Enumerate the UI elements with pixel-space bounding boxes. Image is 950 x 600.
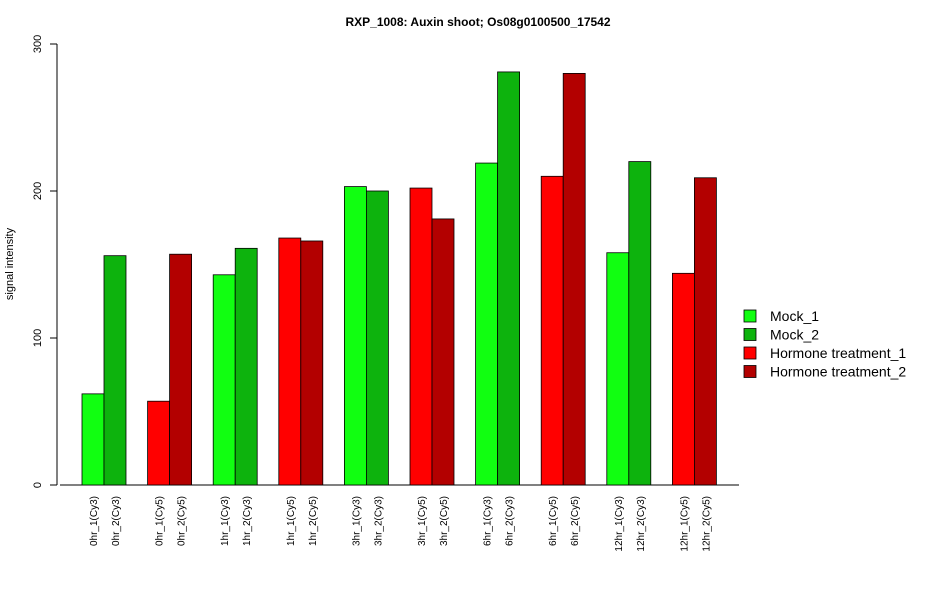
legend-label: Hormone treatment_1 bbox=[770, 345, 906, 361]
bar bbox=[672, 272, 695, 486]
x-tick-label: 3hr_1(Cy3) bbox=[351, 496, 362, 546]
bar bbox=[212, 274, 236, 486]
x-tick-label: 1hr_2(Cy3) bbox=[242, 496, 253, 546]
bar bbox=[365, 190, 389, 486]
x-tick-label: 0hr_2(Cy5) bbox=[177, 496, 188, 546]
x-tick-label: 0hr_2(Cy3) bbox=[111, 496, 122, 546]
x-tick-label: 3hr_2(Cy3) bbox=[373, 496, 384, 546]
bar bbox=[409, 187, 433, 486]
bar bbox=[497, 71, 521, 486]
y-tick-label: 0 bbox=[32, 482, 44, 488]
bar bbox=[540, 175, 564, 486]
x-tick-label: 0hr_1(Cy5) bbox=[155, 496, 166, 546]
bar bbox=[234, 247, 258, 486]
y-axis-title: signal intensity bbox=[4, 227, 16, 300]
bar bbox=[147, 400, 171, 486]
bar bbox=[562, 73, 586, 486]
bar bbox=[278, 237, 302, 486]
y-tick-label: 300 bbox=[32, 35, 44, 53]
x-tick-label: 3hr_2(Cy5) bbox=[439, 496, 450, 546]
legend-swatch bbox=[743, 365, 757, 378]
bar bbox=[169, 253, 193, 486]
legend: Mock_1 Mock_2 Hormone treatment_1 Hormone t… bbox=[743, 308, 906, 380]
bar bbox=[81, 393, 105, 486]
bar bbox=[694, 177, 717, 486]
x-tick-label: 6hr_2(Cy5) bbox=[570, 496, 581, 546]
x-tick-label: 1hr_1(Cy3) bbox=[220, 496, 231, 546]
y-tick-label: 100 bbox=[32, 329, 44, 347]
legend-label: Hormone treatment_2 bbox=[770, 364, 906, 380]
bar bbox=[628, 161, 652, 486]
bar bbox=[300, 240, 324, 486]
x-tick-label: 0hr_1(Cy3) bbox=[89, 496, 100, 546]
x-tick-label: 12hr_2(Cy3) bbox=[636, 496, 647, 552]
legend-swatch bbox=[743, 309, 757, 323]
legend-swatch bbox=[743, 328, 757, 341]
x-tick-label: 1hr_1(Cy5) bbox=[286, 496, 297, 546]
x-tick-label: 6hr_1(Cy3) bbox=[483, 496, 494, 546]
bars bbox=[81, 71, 717, 486]
x-tick-label: 3hr_1(Cy5) bbox=[417, 496, 428, 546]
category-labels: 0hr_1(Cy3) 0hr_2(Cy3) 0hr_1(Cy5) 0hr_2(Cy5)… bbox=[89, 496, 712, 552]
bar bbox=[343, 186, 367, 486]
x-tick-label: 12hr_1(Cy3) bbox=[614, 496, 625, 552]
x-tick-label: 6hr_2(Cy3) bbox=[505, 496, 516, 546]
y-tick-label: 200 bbox=[32, 182, 44, 200]
bar bbox=[606, 252, 630, 486]
x-tick-label: 12hr_1(Cy5) bbox=[679, 496, 690, 552]
legend-swatch bbox=[743, 346, 757, 360]
bar bbox=[475, 162, 499, 486]
legend-label: Mock_1 bbox=[770, 308, 819, 324]
bar bbox=[431, 218, 455, 486]
legend-label: Mock_2 bbox=[770, 327, 819, 343]
chart-title: RXP_1008: Auxin shoot; Os08g0100500_1754… bbox=[345, 15, 610, 29]
x-tick-label: 6hr_1(Cy5) bbox=[548, 496, 559, 546]
x-tick-label: 12hr_2(Cy5) bbox=[701, 496, 712, 552]
x-tick-label: 1hr_2(Cy5) bbox=[308, 496, 319, 546]
bar bbox=[103, 255, 127, 486]
